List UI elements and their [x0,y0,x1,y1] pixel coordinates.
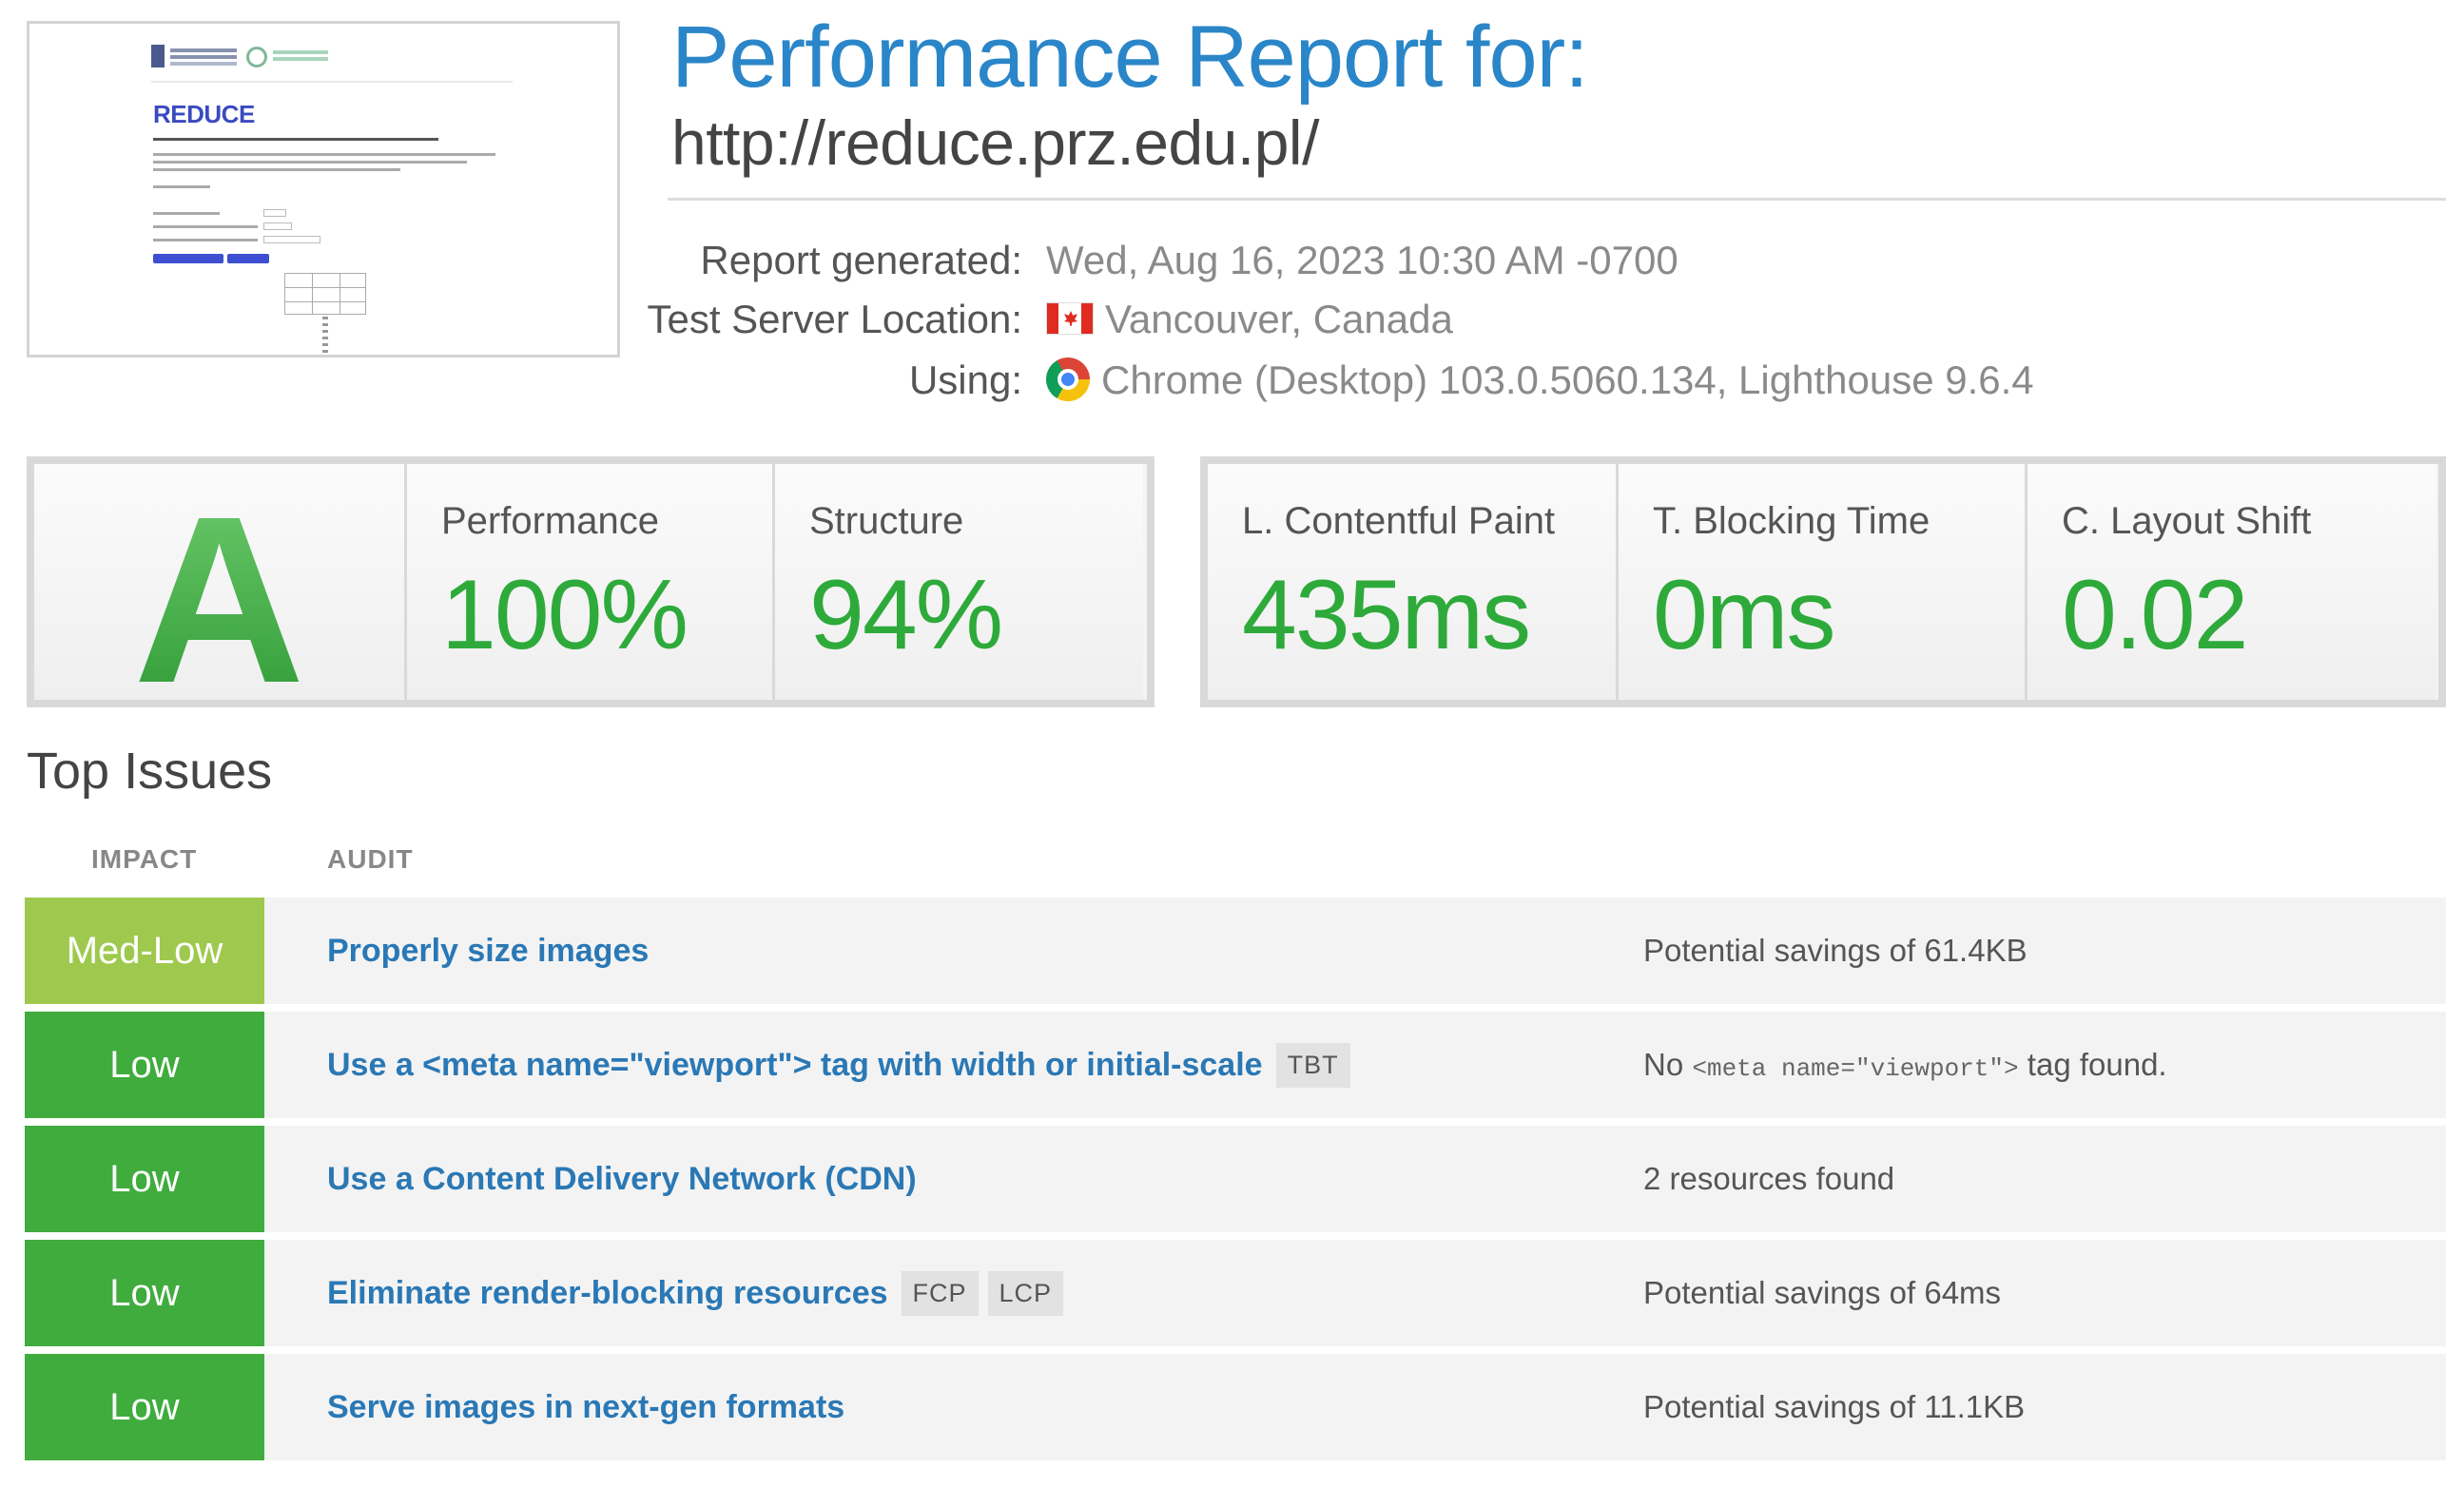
using-label: Using: [908,357,1022,402]
audit-detail: 2 resources found [1643,1161,1895,1196]
impact-badge: Low [25,1240,264,1346]
impact-column-header: IMPACT [91,844,198,874]
impact-badge: Low [25,1126,264,1232]
audit-column-header: AUDIT [327,844,414,874]
audit-title[interactable]: Properly size images [327,932,650,969]
thumbnail-button [153,254,223,263]
issue-row[interactable]: Low Use a <meta name="viewport"> tag wit… [25,1012,2446,1118]
thumbnail-input [263,236,320,243]
detail-text: No [1643,1047,1684,1082]
using-text: Chrome (Desktop) 103.0.5060.134, Lightho… [1101,357,2034,402]
report-generated-label: Report generated: [700,238,1022,282]
detail-code: <meta name="viewport"> [1692,1054,2019,1083]
cls-cell[interactable]: C. Layout Shift 0.02 [2027,464,2436,700]
audit-title[interactable]: Eliminate render-blocking resources [327,1274,888,1311]
lcp-value: 435ms [1242,560,1531,670]
test-server-location-value: Vancouver, Canada [1046,297,1453,342]
lcp-cell[interactable]: L. Contentful Paint 435ms [1208,464,1619,700]
audit-detail: Potential savings of 64ms [1643,1275,2002,1310]
cls-label: C. Layout Shift [2062,500,2312,542]
thumbnail-vertical-text [322,317,328,355]
header-divider [668,198,2446,201]
thumbnail-text-line [153,212,220,215]
performance-label: Performance [441,500,659,542]
structure-score-cell[interactable]: Structure 94% [775,464,1143,700]
test-server-location-text: Vancouver, Canada [1105,297,1453,341]
impact-badge: Med-Low [25,898,264,1004]
canada-flag-icon [1046,301,1094,335]
performance-score-cell[interactable]: Performance 100% [407,464,775,700]
impact-badge: Low [25,1012,264,1118]
thumbnail-matrix [284,273,366,315]
report-generated-value: Wed, Aug 16, 2023 10:30 AM -0700 [1046,238,1678,282]
chrome-icon [1046,357,1090,401]
gtmetrix-grade-panel: A Performance 100% Structure 94% [27,456,1154,719]
top-issues-heading: Top Issues [27,743,273,800]
lcp-label: L. Contentful Paint [1242,500,1556,542]
thumbnail-text-line [153,153,495,156]
thumbnail-text-line [153,185,210,188]
audit-title[interactable]: Use a Content Delivery Network (CDN) [327,1160,917,1197]
performance-value: 100% [441,560,689,670]
issue-row[interactable]: Low Serve images in next-gen formats Pot… [25,1354,2446,1460]
tbt-cell[interactable]: T. Blocking Time 0ms [1619,464,2027,700]
detail-text: tag found. [2027,1047,2167,1082]
tbt-tag: TBT [1275,1042,1350,1088]
issue-row[interactable]: Low Eliminate render-blocking resources F… [25,1240,2446,1346]
thumbnail-input [263,209,286,217]
grade-letter: A [34,481,404,719]
grade-cell: A [34,464,407,719]
lcp-tag: LCP [987,1270,1064,1316]
thumbnail-text-line [153,161,467,164]
audit-link[interactable]: Eliminate render-blocking resources FCP LC… [327,1270,1064,1316]
audit-title[interactable]: Serve images in next-gen formats [327,1388,845,1425]
web-vitals-panel: L. Contentful Paint 435ms T. Blocking Ti… [1200,456,2446,707]
audit-link[interactable]: Serve images in next-gen formats [327,1389,844,1426]
impact-badge: Low [25,1354,264,1460]
logo-text-lines-2 [273,50,328,54]
audit-link[interactable]: Properly size images [327,933,649,970]
tbt-label: T. Blocking Time [1653,500,1930,542]
structure-value: 94% [809,560,1003,670]
tbt-value: 0ms [1653,560,1835,670]
audit-detail: No <meta name="viewport"> tag found. [1643,1047,2167,1083]
issue-row[interactable]: Low Use a Content Delivery Network (CDN)… [25,1126,2446,1232]
page-screenshot-thumbnail[interactable]: REDUCE [27,21,620,357]
cls-value: 0.02 [2062,560,2248,670]
structure-label: Structure [809,500,964,542]
audit-link[interactable]: Use a Content Delivery Network (CDN) [327,1161,917,1198]
report-title: Performance Report for: [671,9,1589,106]
audit-detail: Potential savings of 11.1KB [1643,1389,2026,1424]
thumbnail-content: REDUCE [151,35,532,355]
thumbnail-subtitle-line [153,138,438,141]
fcp-tag: FCP [901,1270,979,1316]
audit-link[interactable]: Use a <meta name="viewport"> tag with wi… [327,1042,1350,1088]
thumbnail-text-line [153,225,258,228]
report-url[interactable]: http://reduce.prz.edu.pl/ [671,107,1319,178]
thumbnail-title: REDUCE [153,100,255,128]
issue-row[interactable]: Med-Low Properly size images Potential s… [25,898,2446,1004]
thumbnail-button [227,254,269,263]
university-logo-icon [151,45,165,68]
test-server-location-label: Test Server Location: [647,297,1022,341]
faculty-logo-icon [246,47,267,68]
audit-title[interactable]: Use a <meta name="viewport"> tag with wi… [327,1046,1263,1083]
audit-detail: Potential savings of 61.4KB [1643,933,2027,968]
thumbnail-text-line [153,168,400,171]
thumbnail-divider [151,81,513,83]
using-value: Chrome (Desktop) 103.0.5060.134, Lightho… [1046,357,2034,405]
thumbnail-text-line [153,239,258,241]
logo-text-lines [170,48,237,52]
thumbnail-input [263,222,292,230]
